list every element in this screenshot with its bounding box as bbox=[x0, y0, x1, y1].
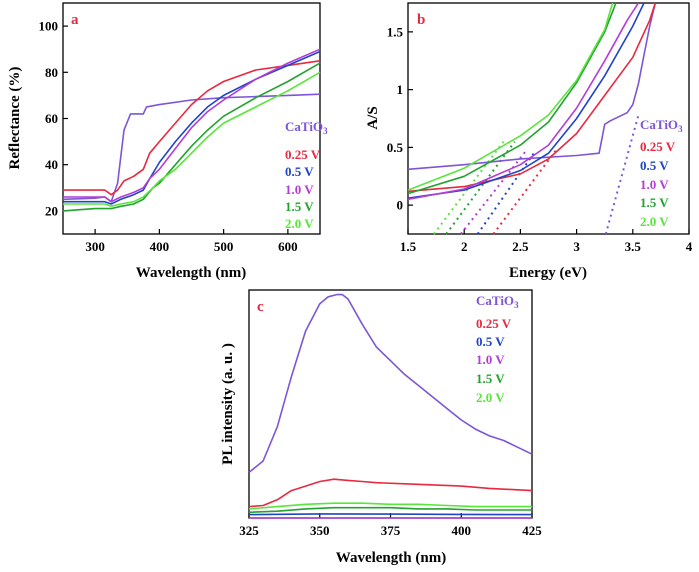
x-tick-label: 3.5 bbox=[625, 239, 642, 254]
x-tick-label: 4 bbox=[686, 239, 693, 254]
legend-c: CaTiO3 0.25 V 0.5 V 1.0 V 1.5 V 2.0 V bbox=[476, 293, 519, 405]
x-tick-label: 375 bbox=[381, 523, 401, 538]
series-line-1.5v bbox=[407, 2, 617, 195]
series-line-2.0v bbox=[63, 71, 321, 208]
y-axis-title-c: PL intensity (a. u. ) bbox=[220, 343, 236, 465]
fit-line-2.0v bbox=[433, 140, 505, 235]
legend-a: CaTiO3 0.25 V 0.5 V 1.0 V 1.5 V 2.0 V bbox=[285, 119, 328, 231]
y-tick-label: 1.5 bbox=[387, 24, 404, 39]
x-tick-label: 425 bbox=[522, 523, 542, 538]
y-tick-label: 20 bbox=[45, 203, 58, 218]
y-tick-label: 60 bbox=[45, 111, 58, 126]
y-tick-label: 0.5 bbox=[387, 140, 404, 155]
legend-label-1.0v: 1.0 V bbox=[640, 177, 669, 192]
series-line-2.0v bbox=[248, 502, 532, 510]
legend-label-1.0v: 1.0 V bbox=[285, 182, 314, 197]
legend-label-1.5v: 1.5 V bbox=[640, 195, 669, 210]
y-axis-title-b: A/S bbox=[365, 106, 381, 129]
panel-label-a: a bbox=[71, 12, 79, 28]
x-tick-label: 2.5 bbox=[512, 239, 529, 254]
series-line-0.25v bbox=[248, 478, 533, 508]
legend-label-catio3: CaTiO3 bbox=[476, 293, 519, 310]
fit-line-1.5v bbox=[445, 141, 516, 235]
legend-label-0.5v: 0.5 V bbox=[640, 158, 669, 173]
legend-label-2.0v: 2.0 V bbox=[285, 216, 314, 231]
y-tick-label: 1 bbox=[397, 82, 404, 97]
x-axis-title-b: Energy (eV) bbox=[509, 265, 587, 281]
legend-label-catio3: CaTiO3 bbox=[285, 119, 328, 136]
series-line-0.5v bbox=[248, 513, 533, 516]
series-line-catio3 bbox=[407, 2, 657, 171]
series-line-catio3 bbox=[248, 293, 533, 474]
series-line-2.0v bbox=[407, 2, 614, 191]
legend-label-2.0v: 2.0 V bbox=[640, 214, 669, 229]
panel-c: c 325 350 375 400 425 CaTiO3 0.25 V 0.5 V 1.… bbox=[220, 289, 542, 566]
x-axis-title-c: Wavelength (nm) bbox=[336, 550, 446, 566]
series-line-1.5v bbox=[62, 62, 321, 212]
x-tick-label: 3 bbox=[573, 239, 580, 254]
x-tick-label: 1.5 bbox=[400, 239, 417, 254]
series-line-1.0v bbox=[407, 2, 640, 201]
series-line-0.25v bbox=[63, 60, 321, 196]
legend-label-2.0v: 2.0 V bbox=[476, 390, 505, 405]
x-tick-label: 400 bbox=[452, 523, 472, 538]
panel-b: b 1.5 2 2.5 3 3.5 4 0 0.5 1 1.5 CaTiO3 0.25 V 0.5… bbox=[365, 2, 693, 281]
y-axis-title-a: Reflectance (%) bbox=[7, 67, 23, 170]
legend-b: CaTiO3 0.25 V 0.5 V 1.0 V 1.5 V 2.0 V bbox=[640, 117, 683, 229]
legend-label-0.25v: 0.25 V bbox=[476, 316, 512, 331]
legend-label-0.5v: 0.5 V bbox=[285, 164, 314, 179]
legend-label-catio3: CaTiO3 bbox=[640, 117, 683, 134]
plot-frame-b bbox=[407, 2, 690, 235]
legend-label-0.25v: 0.25 V bbox=[285, 147, 321, 162]
panel-a: a 300 400 500 600 20 40 60 80 100 CaTiO3 0.25 V … bbox=[7, 2, 328, 281]
x-tick-label: 300 bbox=[85, 239, 105, 254]
legend-label-0.25v: 0.25 V bbox=[640, 139, 676, 154]
fit-line-catio3 bbox=[604, 114, 640, 235]
x-tick-label: 350 bbox=[310, 523, 330, 538]
legend-label-1.5v: 1.5 V bbox=[476, 371, 505, 386]
x-tick-label: 2 bbox=[461, 239, 468, 254]
x-tick-label: 500 bbox=[214, 239, 234, 254]
x-tick-label: 400 bbox=[150, 239, 170, 254]
plot-frame-a bbox=[62, 2, 321, 235]
series-line-1.0v bbox=[63, 48, 321, 203]
y-tick-label: 40 bbox=[45, 157, 58, 172]
legend-label-1.0v: 1.0 V bbox=[476, 352, 505, 367]
panel-label-c: c bbox=[257, 299, 264, 315]
y-tick-label: 80 bbox=[45, 65, 58, 80]
panel-label-b: b bbox=[417, 12, 425, 28]
series-line-catio3 bbox=[62, 93, 321, 203]
series-line-1.5v bbox=[248, 506, 532, 514]
series-line-0.25v bbox=[407, 2, 657, 193]
series-line-0.5v bbox=[63, 50, 321, 205]
x-axis-title-a: Wavelength (nm) bbox=[136, 265, 246, 281]
y-tick-label: 0 bbox=[397, 198, 404, 213]
x-tick-label: 600 bbox=[278, 239, 298, 254]
legend-label-0.5v: 0.5 V bbox=[476, 334, 505, 349]
series-line-0.5v bbox=[407, 2, 645, 199]
y-tick-label: 100 bbox=[39, 19, 59, 34]
x-tick-label: 325 bbox=[239, 523, 259, 538]
legend-label-1.5v: 1.5 V bbox=[285, 199, 314, 214]
fit-line-0.5v bbox=[476, 152, 535, 235]
